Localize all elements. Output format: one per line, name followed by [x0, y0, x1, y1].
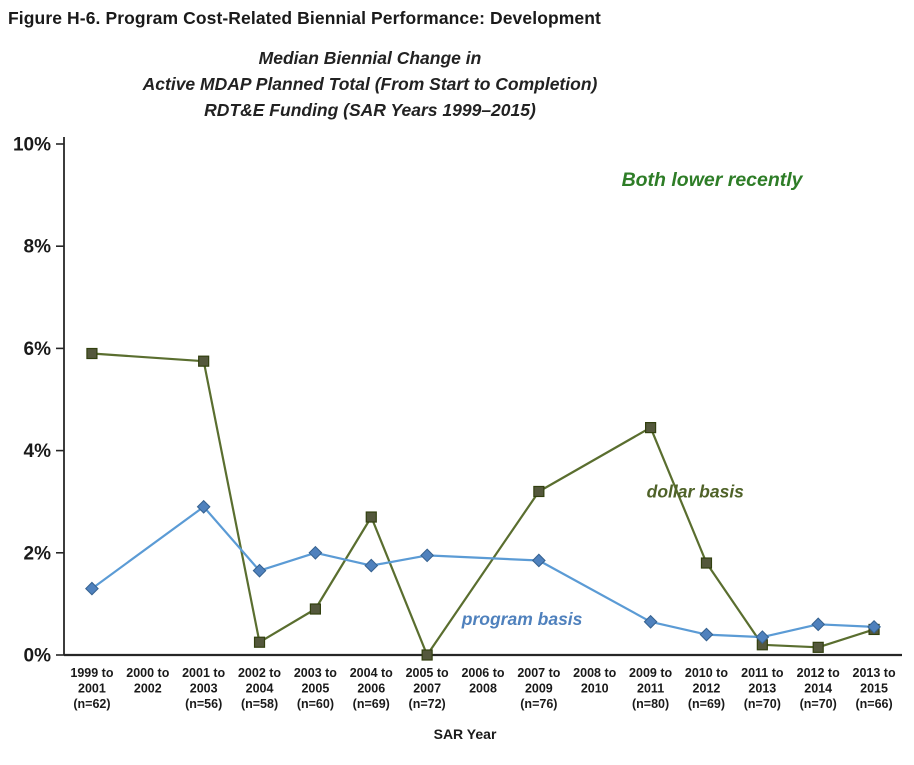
x-tick-label: 2004	[246, 682, 274, 696]
x-tick-label: (n=70)	[744, 697, 781, 711]
x-tick-label: (n=80)	[632, 697, 669, 711]
diamond-marker	[196, 499, 211, 514]
square-marker	[198, 355, 210, 367]
diamond-marker	[643, 614, 658, 629]
y-tick-label: 2%	[24, 543, 52, 564]
x-tick-label: (n=69)	[353, 697, 390, 711]
y-tick-label: 6%	[24, 339, 52, 360]
chart-title-line-2: Active MDAP Planned Total (From Start to…	[142, 74, 598, 94]
x-tick-label: 2003	[190, 682, 218, 696]
figure-page: Figure H-6. Program Cost-Related Biennia…	[0, 8, 914, 765]
diamond-marker	[867, 619, 881, 634]
x-tick-label: 2011	[637, 682, 664, 696]
x-tick-label: 2006 to	[461, 666, 504, 680]
x-tick-label: (n=62)	[73, 697, 110, 711]
dollar-basis-line	[90, 352, 876, 657]
x-tick-label: 2005	[301, 682, 329, 696]
chart-title-line-3: RDT&E Funding (SAR Years 1999–2015)	[204, 100, 536, 120]
y-tick-label: 4%	[24, 441, 52, 462]
x-tick-label: (n=72)	[409, 697, 446, 711]
square-marker	[700, 557, 713, 569]
x-tick-label: (n=60)	[297, 697, 334, 711]
x-tick-label: 2009	[525, 682, 553, 696]
program-basis-line	[90, 505, 876, 639]
diamond-marker	[420, 548, 435, 563]
x-tick-label: 2007	[413, 682, 441, 696]
x-tick-label: 2002	[134, 682, 162, 696]
x-tick-label: 2007 to	[517, 666, 560, 680]
x-tick-label: (n=76)	[520, 697, 557, 711]
diamond-marker	[252, 563, 267, 578]
annotation-dollar-basis: dollar basis	[647, 481, 745, 501]
annotation-program-basis: program basis	[461, 609, 583, 629]
x-tick-label: 2000 to	[126, 666, 169, 680]
x-tick-label: 2001	[78, 682, 106, 696]
y-tick-label: 8%	[24, 237, 52, 258]
x-tick-label: 2011 to	[741, 666, 784, 680]
x-tick-label: 1999 to	[70, 666, 113, 680]
x-tick-label: 2012 to	[797, 666, 840, 680]
square-marker	[86, 347, 98, 360]
square-marker	[421, 649, 433, 661]
y-tick-label: 0%	[24, 646, 52, 667]
diamond-marker	[699, 627, 714, 642]
x-tick-label: 2004 to	[350, 666, 393, 680]
x-tick-label: 2003 to	[294, 666, 337, 680]
x-tick-label: 2006	[357, 682, 385, 696]
x-tick-label: 2001 to	[182, 666, 225, 680]
square-marker	[309, 603, 321, 615]
x-tick-label: (n=70)	[800, 697, 837, 711]
x-tick-label: (n=69)	[688, 697, 725, 711]
annotation-both-lower-recently: Both lower recently	[622, 169, 804, 191]
figure-title: Figure H-6. Program Cost-Related Biennia…	[8, 8, 601, 28]
chart-title: Median Biennial Change in Active MDAP Pl…	[0, 45, 740, 123]
y-tick-label: 10%	[13, 135, 51, 156]
x-tick-label: (n=56)	[185, 697, 222, 711]
square-marker	[644, 422, 657, 434]
diamond-marker	[531, 553, 546, 568]
x-tick-label: 2012	[693, 682, 721, 696]
x-tick-label: 2013	[748, 682, 776, 696]
diamond-marker	[811, 617, 826, 632]
square-marker	[365, 511, 377, 523]
chart-title-line-1: Median Biennial Change in	[258, 48, 482, 68]
x-tick-label: (n=58)	[241, 697, 278, 711]
x-tick-label: 2010	[581, 682, 609, 696]
x-tick-label: 2015	[860, 682, 888, 696]
x-tick-label: 2009 to	[629, 666, 672, 680]
diamond-marker	[85, 581, 99, 596]
x-tick-label: 2010 to	[685, 666, 728, 680]
square-marker	[812, 641, 824, 653]
line-chart-canvas: 0% 2% 4% 6% 8% 10% 1999 to 2001(n=62) 2000 to 200…	[13, 135, 902, 742]
diamond-marker	[308, 545, 323, 560]
x-tick-label: 2013 to	[853, 666, 896, 680]
x-tick-label: 2002 to	[238, 666, 281, 680]
diamond-marker	[364, 558, 379, 573]
square-marker	[533, 485, 545, 498]
x-tick-label: (n=66)	[855, 697, 892, 711]
x-tick-label: 2014	[804, 682, 832, 696]
diamond-marker	[755, 630, 770, 645]
x-tick-label: 2005 to	[406, 666, 449, 680]
x-axis-title: SAR Year	[434, 726, 497, 742]
x-tick-label: 2008 to	[573, 666, 616, 680]
square-marker	[253, 636, 266, 648]
x-tick-label: 2008	[469, 682, 497, 696]
